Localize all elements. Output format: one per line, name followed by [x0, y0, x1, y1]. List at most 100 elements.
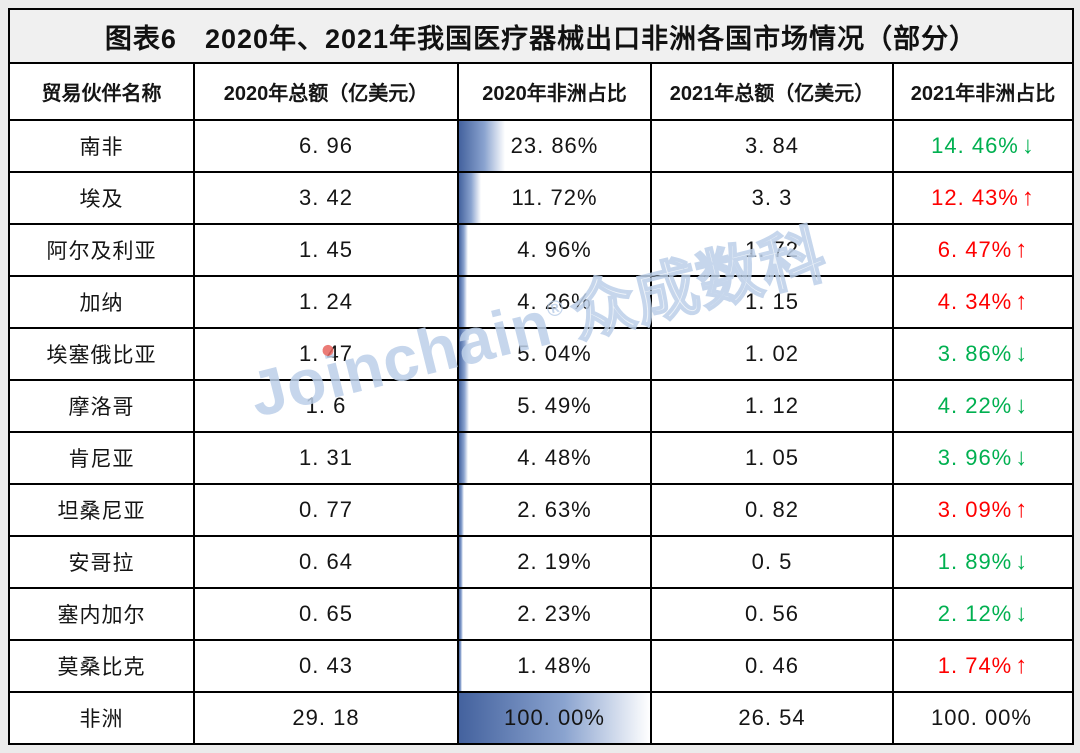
share-2021-value: 14. 46% ↓: [931, 132, 1035, 159]
share-2021-cell: 2. 12% ↓: [891, 587, 1075, 641]
share-2021-value: 3. 86% ↓: [937, 340, 1029, 367]
share-2020-cell: 4. 26%: [457, 275, 652, 329]
trend-arrow-icon: ↓: [1015, 340, 1029, 367]
share-2020-value: 11. 72%: [511, 185, 598, 210]
table-row: 南非 6. 96 23. 86% 3. 84 14. 46% ↓: [8, 119, 1075, 173]
share-2021-cell: 1. 74% ↑: [891, 639, 1075, 693]
partner-name-cell: 坦桑尼亚: [8, 483, 195, 537]
share-2020-value: 100. 00%: [504, 705, 605, 730]
trend-arrow-icon: ↓: [1015, 444, 1029, 471]
share-2021-percent: 3. 86%: [937, 341, 1013, 366]
partner-name-cell: 埃塞俄比亚: [8, 327, 195, 381]
table-row: 肯尼亚 1. 31 4. 48% 1. 05 3. 96% ↓: [8, 431, 1075, 485]
total-2020-cell: 1. 45: [193, 223, 459, 277]
share-2021-cell: 4. 34% ↑: [891, 275, 1075, 329]
total-2021-cell: 0. 82: [650, 483, 894, 537]
share-2020-value: 2. 23%: [517, 601, 592, 626]
table-row: 安哥拉 0. 64 2. 19% 0. 5 1. 89% ↓: [8, 535, 1075, 589]
share-2021-value: 3. 09% ↑: [937, 496, 1029, 523]
share-2020-cell: 2. 63%: [457, 483, 652, 537]
total-2021-cell: 1. 72: [650, 223, 894, 277]
share-2020-cell: 2. 19%: [457, 535, 652, 589]
share-2020-cell: 11. 72%: [457, 171, 652, 225]
share-2021-percent: 3. 09%: [937, 497, 1013, 522]
share-2020-value: 4. 26%: [517, 289, 592, 314]
total-2020-cell: 0. 64: [193, 535, 459, 589]
share-2020-databar: [460, 226, 469, 274]
partner-name-cell: 莫桑比克: [8, 639, 195, 693]
total-2020-cell: 0. 65: [193, 587, 459, 641]
share-2020-cell: 5. 04%: [457, 327, 652, 381]
share-2021-cell: 4. 22% ↓: [891, 379, 1075, 433]
share-2020-value: 23. 86%: [510, 133, 599, 158]
total-2021-cell: 1. 02: [650, 327, 894, 381]
partner-name-cell: 塞内加尔: [8, 587, 195, 641]
share-2021-value: 4. 34% ↑: [937, 288, 1029, 315]
partner-name-cell: 肯尼亚: [8, 431, 195, 485]
total-2021-cell: 0. 5: [650, 535, 894, 589]
table-row: 塞内加尔 0. 65 2. 23% 0. 56 2. 12% ↓: [8, 587, 1075, 641]
share-2020-value: 2. 19%: [517, 549, 592, 574]
trend-arrow-icon: ↓: [1015, 600, 1029, 627]
share-2020-databar: [460, 590, 464, 638]
table-body: 南非 6. 96 23. 86% 3. 84 14. 46% ↓ 埃及 3. 42…: [8, 119, 1075, 745]
share-2020-value: 1. 48%: [517, 653, 592, 678]
share-2021-cell: 12. 43% ↑: [891, 171, 1075, 225]
trend-arrow-icon: ↓: [1021, 132, 1035, 159]
partner-name-cell: 加纳: [8, 275, 195, 329]
share-2021-cell: 3. 09% ↑: [891, 483, 1075, 537]
col-header-total-2021: 2021年总额（亿美元）: [650, 62, 894, 121]
total-2020-cell: 6. 96: [193, 119, 459, 173]
share-2020-databar: [460, 486, 465, 534]
share-2020-value: 2. 63%: [517, 497, 592, 522]
col-header-share-2021: 2021年非洲占比: [891, 62, 1075, 121]
share-2020-value: 5. 49%: [517, 393, 592, 418]
share-2020-databar: [460, 538, 464, 586]
share-2021-cell: 100. 00%: [891, 691, 1075, 745]
table-row: 摩洛哥 1. 6 5. 49% 1. 12 4. 22% ↓: [8, 379, 1075, 433]
share-2021-percent: 1. 89%: [937, 549, 1013, 574]
share-2021-percent: 100. 00%: [931, 705, 1032, 730]
partner-name-cell: 阿尔及利亚: [8, 223, 195, 277]
partner-name-cell: 埃及: [8, 171, 195, 225]
share-2021-cell: 3. 86% ↓: [891, 327, 1075, 381]
share-2021-percent: 6. 47%: [937, 237, 1013, 262]
share-2021-value: 1. 74% ↑: [938, 652, 1029, 679]
table-row: 莫桑比克 0. 43 1. 48% 0. 46 1. 74% ↑: [8, 639, 1075, 693]
total-2021-cell: 1. 15: [650, 275, 894, 329]
share-2021-value: 6. 47% ↑: [937, 236, 1029, 263]
export-market-table: 图表6 2020年、2021年我国医疗器械出口非洲各国市场情况（部分） 贸易伙伴…: [7, 8, 1075, 745]
table-row: 加纳 1. 24 4. 26% 1. 15 4. 34% ↑: [8, 275, 1075, 329]
total-2020-cell: 1. 6: [193, 379, 459, 433]
total-2021-cell: 26. 54: [650, 691, 894, 745]
share-2021-value: 1. 89% ↓: [937, 548, 1029, 575]
total-2020-cell: 3. 42: [193, 171, 459, 225]
table-row: 坦桑尼亚 0. 77 2. 63% 0. 82 3. 09% ↑: [8, 483, 1075, 537]
header-row: 贸易伙伴名称 2020年总额（亿美元） 2020年非洲占比 2021年总额（亿美…: [8, 62, 1075, 121]
share-2020-cell: 2. 23%: [457, 587, 652, 641]
share-2020-cell: 4. 96%: [457, 223, 652, 277]
share-2020-cell: 100. 00%: [457, 691, 652, 745]
share-2021-percent: 4. 22%: [937, 393, 1013, 418]
trend-arrow-icon: ↑: [1015, 652, 1029, 679]
share-2021-value: 100. 00%: [931, 705, 1035, 730]
share-2020-databar: [460, 174, 482, 222]
total-2020-cell: 1. 31: [193, 431, 459, 485]
share-2021-percent: 4. 34%: [937, 289, 1013, 314]
share-2021-percent: 2. 12%: [937, 601, 1013, 626]
share-2021-cell: 1. 89% ↓: [891, 535, 1075, 589]
total-2021-cell: 3. 3: [650, 171, 894, 225]
partner-name-cell: 非洲: [8, 691, 195, 745]
share-2020-databar: [460, 278, 468, 326]
trend-arrow-icon: ↓: [1015, 548, 1029, 575]
total-2021-cell: 0. 46: [650, 639, 894, 693]
total-2021-cell: 1. 05: [650, 431, 894, 485]
share-2021-cell: 6. 47% ↑: [891, 223, 1075, 277]
partner-name-cell: 安哥拉: [8, 535, 195, 589]
total-2020-cell: 1. 24: [193, 275, 459, 329]
share-2021-value: 12. 43% ↑: [931, 184, 1035, 211]
table-row: 非洲 29. 18 100. 00% 26. 54 100. 00%: [8, 691, 1075, 745]
total-2020-cell: 1. 47: [193, 327, 459, 381]
table-title: 图表6 2020年、2021年我国医疗器械出口非洲各国市场情况（部分）: [7, 8, 1075, 64]
table-row: 埃及 3. 42 11. 72% 3. 3 12. 43% ↑: [8, 171, 1075, 225]
